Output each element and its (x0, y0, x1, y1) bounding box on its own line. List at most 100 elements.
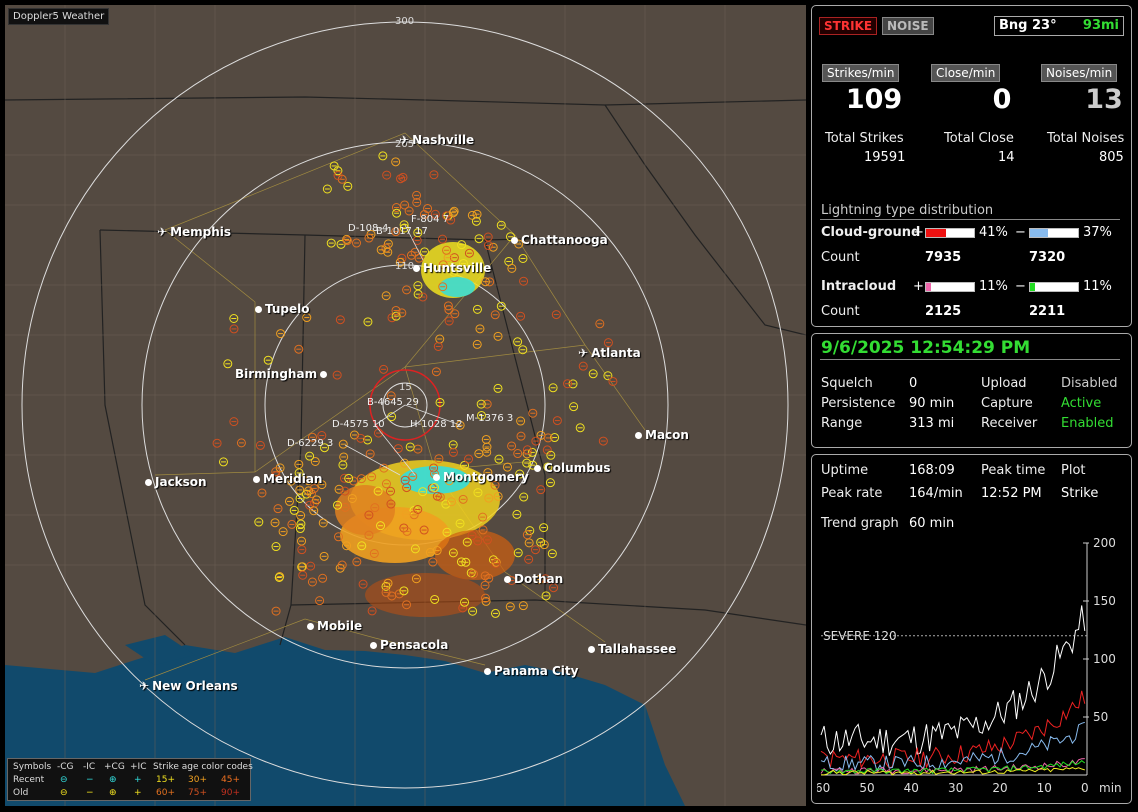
legend-neg-cg: -CG (57, 762, 74, 772)
ic-neg-pct: 11% (1083, 279, 1112, 294)
close-ring (369, 369, 441, 441)
datetime: 9/6/2025 12:54:29 PM (821, 338, 1031, 358)
airport-icon: ✈ (157, 225, 168, 239)
plot-value[interactable]: Strike (1061, 486, 1099, 501)
cg-neg-pct: 37% (1083, 225, 1112, 240)
cg-neg-bar (1029, 228, 1079, 238)
ic-minus-sign: − (1015, 279, 1026, 294)
city-birmingham: Birmingham (235, 367, 328, 381)
cg-minus-sign: − (1015, 225, 1026, 240)
city-dot-icon (511, 237, 518, 244)
trend-y-tick-label: 100 (1093, 652, 1116, 666)
city-dot-icon (635, 432, 642, 439)
strike-clusters (335, 242, 515, 617)
strikes-per-min-value: 109 (845, 84, 903, 115)
legend-old-neg-ic-icon: − (86, 788, 94, 798)
city-dot-icon (534, 465, 541, 472)
legend-recent-neg-ic-icon: − (86, 775, 94, 785)
trend-pos-ic-line (820, 758, 1085, 775)
noise-tag[interactable]: NOISE (882, 17, 934, 35)
legend-symbols-label: Symbols (13, 762, 52, 772)
ring-label-110: 110 (395, 261, 415, 272)
legend-old-pos-cg-icon: ⊕ (109, 788, 117, 798)
city-name: Panama City (494, 664, 579, 678)
city-name: Macon (645, 428, 689, 442)
ic-pos-bar (925, 282, 975, 292)
cg-pos-bar (925, 228, 975, 238)
trend-y-tick-label: 150 (1093, 594, 1116, 608)
legend-recent-label: Recent (13, 775, 45, 785)
squelch-value: 0 (909, 376, 918, 391)
trend-x-tick-label: 10 (1037, 781, 1052, 795)
city-name: Jackson (155, 475, 207, 489)
trend-x-tick-label: 60 (817, 781, 830, 795)
city-dot-icon (413, 265, 420, 272)
peak-time-label: Peak time (981, 463, 1046, 478)
city-name: Tallahassee (598, 642, 677, 656)
city-meridian: Meridian (253, 472, 322, 486)
city-dot-icon (504, 576, 511, 583)
trend-noise-line (820, 767, 1085, 776)
trend-pos-cg-line (820, 690, 1086, 770)
strike-tag[interactable]: STRIKE (819, 17, 878, 35)
city-pensacola: Pensacola (370, 638, 448, 652)
city-new-orleans: ✈ New Orleans (139, 679, 238, 693)
peak-rate-label: Peak rate (821, 486, 883, 501)
strike-symbols (212, 151, 618, 618)
legend-recent-neg-cg-icon: ⊖ (60, 775, 68, 785)
city-name: Birmingham (235, 367, 318, 381)
ic-plus-sign: + (913, 279, 924, 294)
trend-x-tick-label: 20 (992, 781, 1007, 795)
trend-total-line (820, 605, 1086, 756)
legend-age-45: 45+ (221, 775, 240, 785)
legend-old-pos-ic-icon: + (134, 788, 142, 798)
bearing-value: Bng 23° (999, 18, 1057, 33)
upload-value: Disabled (1061, 376, 1118, 391)
total-strikes-value: 19591 (864, 150, 906, 165)
trend-neg-ic-line (820, 760, 1086, 775)
airport-icon: ✈ (139, 679, 150, 693)
city-name: Tupelo (265, 302, 310, 316)
trend-x-tick-label: 50 (859, 781, 874, 795)
cloud-ground-label: Cloud-ground (821, 225, 921, 240)
uptime-value: 168:09 (909, 463, 955, 478)
status-panel: 9/6/2025 12:54:29 PM Squelch 0 Upload Di… (811, 333, 1132, 448)
trend-neg-cg-line (820, 721, 1085, 773)
city-name: Huntsville (423, 261, 492, 275)
legend-age-60: 60+ (156, 788, 175, 798)
cg-count-label: Count (821, 250, 860, 265)
distance-value: 93mi (1082, 18, 1119, 33)
lightning-map[interactable]: Doppler5 Weather 300 205 110 15 ✈ Nashvil… (5, 5, 806, 806)
close-per-min-value: 0 (992, 84, 1012, 115)
ic-neg-bar (1029, 282, 1079, 292)
legend-neg-ic: -IC (83, 762, 96, 772)
icneg-fill (1030, 283, 1036, 291)
storm-tracks (344, 224, 461, 476)
legend-age-title: Strike age color codes (153, 762, 253, 772)
ic-neg-count: 2211 (1029, 304, 1066, 319)
trend-x-tick-label: 0 (1081, 781, 1089, 795)
trend-graph-label: Trend graph (821, 516, 899, 531)
city-jackson: Jackson (145, 475, 207, 489)
city-name: Atlanta (591, 346, 641, 360)
city-dot-icon (253, 476, 260, 483)
city-mobile: Mobile (307, 619, 362, 633)
city-tupelo: Tupelo (255, 302, 310, 316)
city-dothan: Dothan (504, 572, 563, 586)
city-name: New Orleans (152, 679, 238, 693)
storm-track-label: D-108-4 (348, 223, 389, 234)
city-dot-icon (588, 646, 595, 653)
ic-pos-count: 2125 (925, 304, 962, 319)
city-name: Pensacola (380, 638, 449, 652)
city-dot-icon (320, 371, 328, 378)
cg-pos-pct: 41% (979, 225, 1008, 240)
city-dot-icon (145, 479, 152, 486)
trend-graph-value: 60 min (909, 516, 955, 531)
plot-label: Plot (1061, 463, 1086, 478)
trend-panel: Uptime 168:09 Peak time Plot Peak rate 1… (811, 454, 1132, 804)
city-panama-city: Panama City (484, 664, 578, 678)
squelch-label: Squelch (821, 376, 873, 391)
icpos-fill (926, 283, 932, 291)
noises-per-min-value: 13 (1085, 84, 1123, 115)
legend-age-15: 15+ (156, 775, 175, 785)
